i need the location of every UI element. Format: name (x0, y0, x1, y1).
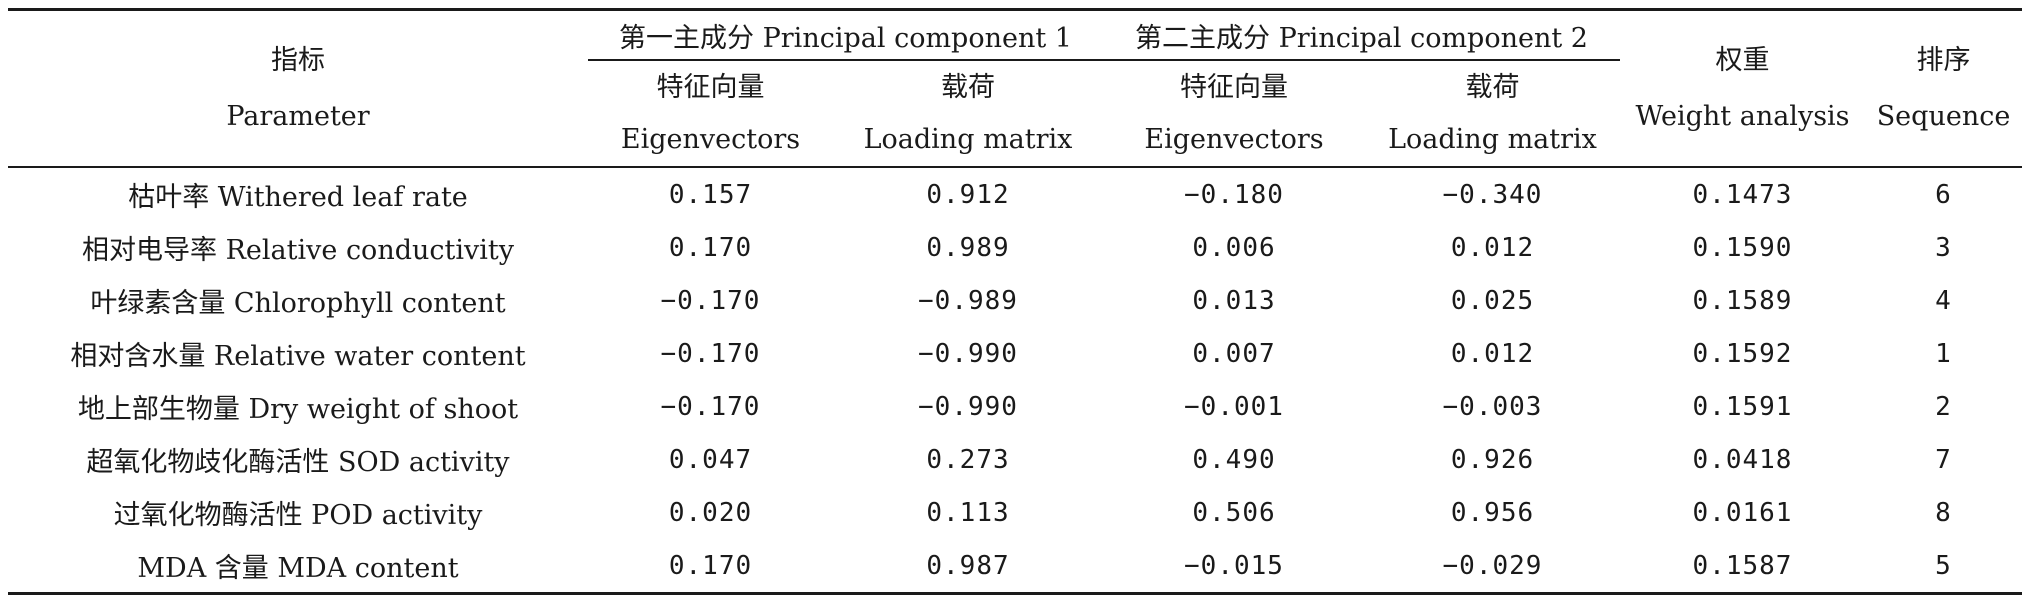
header-parameter-cn: 指标 (271, 44, 325, 76)
header-loading-en: Loading matrix (863, 123, 1073, 155)
header-eigen-cn: 特征向量 (656, 71, 765, 103)
cell-sequence: 5 (1865, 539, 2022, 595)
table-row: 过氧化物酶活性 POD activity 0.020 0.113 0.506 0… (8, 486, 2022, 539)
cell-parameter: 地上部生物量 Dry weight of shoot (77, 394, 519, 425)
cell-pc1-loading: 0.113 (926, 497, 1010, 528)
cell-parameter: 相对含水量 Relative water content (70, 341, 526, 372)
cell-pc2-loading: 0.956 (1450, 497, 1535, 528)
pca-table: 指标 Parameter 第一主成分 Principal component 1… (8, 8, 2022, 595)
header-pc1-loading: 载荷 Loading matrix (833, 60, 1103, 168)
cell-weight: 0.1590 (1692, 232, 1793, 263)
header-pc2: 第二主成分 Principal component 2 (1103, 8, 1620, 61)
cell-pc1-loading: 0.273 (926, 444, 1010, 475)
cell-sequence: 6 (1935, 179, 1952, 210)
header-pc1: 第一主成分 Principal component 1 (588, 8, 1103, 61)
header-pc1-eigenvectors: 特征向量 Eigenvectors (588, 60, 833, 168)
cell-weight: 0.1591 (1692, 391, 1793, 422)
cell-sequence: 2 (1935, 391, 1952, 422)
header-sequence-cn: 排序 (1916, 44, 1971, 76)
cell-pc2-loading: 0.025 (1450, 285, 1535, 316)
header-parameter-en: Parameter (226, 100, 370, 132)
header-parameter: 指标 Parameter (8, 8, 588, 168)
cell-pc2-eigenvector: 0.006 (1192, 232, 1276, 263)
cell-weight: 0.1587 (1620, 539, 1865, 595)
cell-weight: 0.0418 (1692, 444, 1793, 475)
cell-weight: 0.1589 (1692, 285, 1793, 316)
header-pc2-eigenvectors: 特征向量 Eigenvectors (1103, 60, 1365, 168)
header-pc2-loading: 载荷 Loading matrix (1365, 60, 1620, 168)
cell-pc2-loading: −0.340 (1442, 179, 1543, 210)
cell-parameter: 叶绿素含量 Chlorophyll content (90, 288, 506, 319)
table-row: MDA 含量 MDA content 0.170 0.987 −0.015 −0… (8, 539, 2022, 595)
cell-pc2-eigenvector: −0.180 (1184, 179, 1284, 210)
cell-pc1-loading: −0.989 (918, 285, 1018, 316)
cell-pc1-loading: 0.912 (926, 179, 1010, 210)
cell-parameter: 相对电导率 Relative conductivity (82, 235, 514, 266)
header-eigen-en: Eigenvectors (1144, 123, 1324, 155)
header-eigen-cn: 特征向量 (1180, 71, 1288, 103)
header-sequence: 排序 Sequence (1865, 8, 2022, 168)
cell-sequence: 4 (1935, 285, 1952, 316)
cell-pc1-eigenvector: 0.170 (668, 232, 753, 263)
header-weight-cn: 权重 (1715, 44, 1770, 76)
cell-pc2-eigenvector: −0.001 (1184, 391, 1284, 422)
cell-pc1-loading: 0.987 (833, 539, 1103, 595)
cell-pc1-loading: −0.990 (918, 391, 1018, 422)
header-loading-cn: 载荷 (1465, 71, 1520, 103)
cell-pc2-eigenvector: 0.506 (1192, 497, 1276, 528)
cell-pc2-eigenvector: 0.007 (1192, 338, 1276, 369)
cell-pc2-loading: 0.012 (1450, 338, 1535, 369)
cell-parameter: 过氧化物酶活性 POD activity (113, 500, 483, 531)
cell-pc1-loading: 0.989 (926, 232, 1010, 263)
cell-sequence: 3 (1935, 232, 1952, 263)
cell-sequence: 1 (1935, 338, 1952, 369)
cell-parameter: 超氧化物歧化酶活性 SOD activity (86, 447, 510, 478)
cell-pc1-eigenvector: 0.020 (668, 497, 753, 528)
header-weight: 权重 Weight analysis (1620, 8, 1865, 168)
cell-pc1-loading: −0.990 (918, 338, 1018, 369)
header-sequence-en: Sequence (1876, 100, 2011, 132)
table-row: 叶绿素含量 Chlorophyll content −0.170 −0.989 … (8, 274, 2022, 327)
cell-pc2-loading: 0.012 (1450, 232, 1535, 263)
cell-weight: 0.0161 (1692, 497, 1793, 528)
cell-weight: 0.1592 (1692, 338, 1793, 369)
cell-parameter: MDA 含量 MDA content (8, 539, 588, 595)
cell-parameter: 枯叶率 Withered leaf rate (128, 182, 468, 213)
cell-pc2-loading: −0.003 (1442, 391, 1543, 422)
cell-sequence: 8 (1935, 497, 1952, 528)
table-row: 相对含水量 Relative water content −0.170 −0.9… (8, 327, 2022, 380)
cell-pc1-eigenvector: −0.170 (660, 285, 761, 316)
table-body: 枯叶率 Withered leaf rate 0.157 0.912 −0.18… (8, 167, 2022, 595)
cell-pc2-loading: −0.029 (1365, 539, 1620, 595)
table-row: 相对电导率 Relative conductivity 0.170 0.989 … (8, 221, 2022, 274)
cell-weight: 0.1473 (1692, 179, 1793, 210)
cell-pc2-eigenvector: 0.490 (1192, 444, 1276, 475)
table-row: 地上部生物量 Dry weight of shoot −0.170 −0.990… (8, 380, 2022, 433)
header-weight-en: Weight analysis (1635, 100, 1850, 132)
table-row: 超氧化物歧化酶活性 SOD activity 0.047 0.273 0.490… (8, 433, 2022, 486)
cell-pc2-loading: 0.926 (1450, 444, 1535, 475)
cell-pc2-eigenvector: −0.015 (1103, 539, 1365, 595)
table-header: 指标 Parameter 第一主成分 Principal component 1… (8, 8, 2022, 168)
cell-pc1-eigenvector: −0.170 (660, 338, 761, 369)
cell-pc1-eigenvector: 0.047 (668, 444, 753, 475)
cell-sequence: 7 (1935, 444, 1952, 475)
cell-pc1-eigenvector: 0.170 (588, 539, 833, 595)
cell-pc1-eigenvector: 0.157 (668, 179, 753, 210)
header-loading-en: Loading matrix (1388, 123, 1597, 155)
header-loading-cn: 载荷 (941, 71, 995, 103)
cell-pc2-eigenvector: 0.013 (1192, 285, 1276, 316)
header-eigen-en: Eigenvectors (620, 123, 801, 155)
cell-pc1-eigenvector: −0.170 (660, 391, 761, 422)
table-row: 枯叶率 Withered leaf rate 0.157 0.912 −0.18… (8, 167, 2022, 221)
